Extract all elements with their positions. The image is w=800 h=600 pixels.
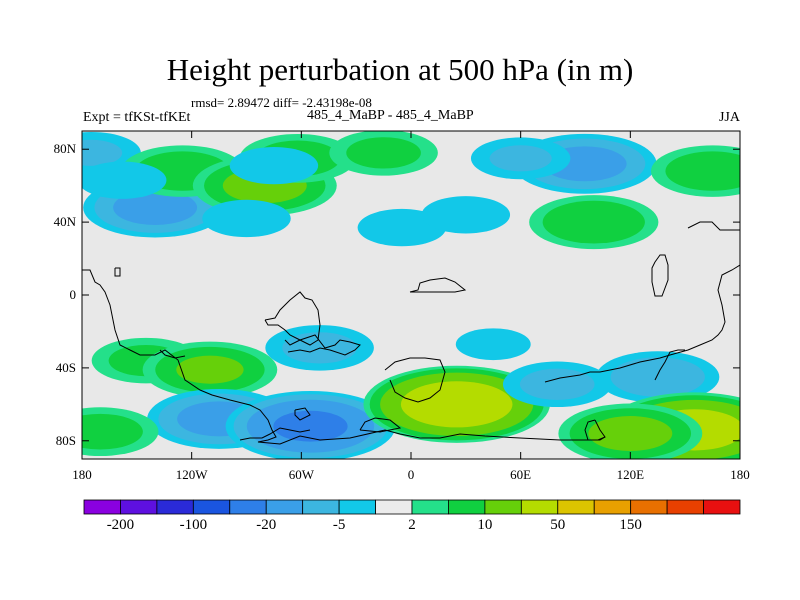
colorbar-swatch: [703, 499, 741, 515]
colorbar-label: -20: [256, 517, 277, 533]
colorbar-swatch: [630, 499, 668, 515]
runs-label: 485_4_MaBP - 485_4_MaBP: [307, 108, 474, 123]
anomaly-blob: [82, 161, 167, 199]
experiment-label: Expt = tfKSt-tfKEt: [83, 110, 191, 125]
colorbar-label: -100: [179, 517, 208, 533]
anomaly-contour: [273, 410, 348, 442]
colorbar-swatch: [83, 499, 121, 515]
colorbar-swatch: [557, 499, 595, 515]
stats-line: rmsd= 2.89472 diff= -2.43198e-08: [191, 95, 372, 110]
anomaly-contour: [421, 196, 511, 234]
anomaly-contour: [202, 199, 291, 238]
y-tick-label: 0: [69, 287, 77, 302]
anomaly-blob: [82, 407, 159, 457]
y-tick-label: 80S: [55, 432, 76, 448]
colorbar-swatch: [520, 499, 559, 515]
anomaly-blob: [455, 328, 531, 361]
x-tick-label: 180: [730, 467, 750, 482]
colorbar-swatch: [120, 499, 158, 515]
x-tick-label: 120E: [616, 467, 645, 482]
x-tick-label: 60W: [288, 467, 314, 482]
anomaly-blob: [558, 403, 703, 459]
x-tick-label: 0: [407, 467, 415, 482]
anomaly-blob: [421, 196, 511, 234]
season-label: JJA: [718, 110, 740, 125]
colorbar-swatch: [666, 499, 704, 515]
colorbar-swatch: [411, 499, 449, 515]
anomaly-contour: [455, 328, 531, 361]
anomaly-blob: [363, 365, 550, 443]
anomaly-blob: [229, 146, 319, 185]
map-axes: [81, 130, 741, 460]
anomaly-blob: [329, 131, 438, 176]
anomaly-blob: [225, 391, 396, 459]
anomaly-blob: [142, 341, 278, 398]
anomaly-blob: [502, 361, 612, 408]
colorbar-label: 50: [550, 517, 566, 533]
anomaly-contour: [665, 151, 740, 191]
colorbar-swatch: [192, 499, 231, 515]
anomaly-contour: [82, 139, 123, 166]
anomaly-contour: [346, 137, 421, 169]
x-tick-label: 180: [72, 467, 92, 482]
colorbar-swatch: [302, 499, 340, 515]
colorbar-swatch: [448, 499, 486, 515]
anomaly-contour: [542, 200, 645, 244]
colorbar-label: 150: [619, 517, 642, 533]
anomaly-contour: [113, 190, 198, 226]
anomaly-blob: [202, 199, 291, 238]
colorbar-swatch: [229, 499, 267, 515]
anomaly-contour: [176, 355, 244, 384]
anomaly-blob: [651, 145, 740, 197]
plot-title: Height perturbation at 500 hPa (in m): [166, 52, 634, 87]
colorbar-swatch: [484, 499, 522, 515]
colorbar-label: 10: [477, 517, 493, 533]
coastlines: [82, 221, 740, 445]
anomaly-contour: [400, 381, 513, 428]
colorbar-swatch: [265, 499, 304, 515]
colorbar-label: 2: [408, 517, 416, 533]
anomaly-contour: [489, 145, 552, 172]
x-tick-label: 60E: [510, 467, 532, 482]
colorbar-swatch: [156, 499, 194, 515]
anomaly-contour: [519, 368, 595, 400]
anomaly-blob: [470, 137, 571, 180]
colorbar-swatch: [593, 499, 632, 515]
colorbar-label: -200: [106, 517, 135, 533]
y-tick-label: 80N: [53, 141, 76, 157]
anomaly-blob: [529, 195, 659, 250]
x-tick-label: 120W: [175, 467, 208, 482]
colorbar: [83, 499, 741, 515]
colorbar-label: -5: [332, 517, 346, 533]
y-tick-label: 40N: [53, 214, 76, 230]
anomaly-contour: [229, 146, 319, 185]
colorbar-swatch: [375, 499, 413, 515]
anomaly-field: [82, 131, 740, 459]
colorbar-swatch: [338, 499, 376, 515]
anomaly-contour: [588, 416, 673, 451]
anomaly-contour: [610, 357, 705, 397]
anomaly-blob: [596, 351, 720, 403]
anomaly-contour: [82, 413, 143, 450]
anomaly-contour: [82, 161, 167, 199]
y-tick-label: 40S: [55, 359, 76, 375]
